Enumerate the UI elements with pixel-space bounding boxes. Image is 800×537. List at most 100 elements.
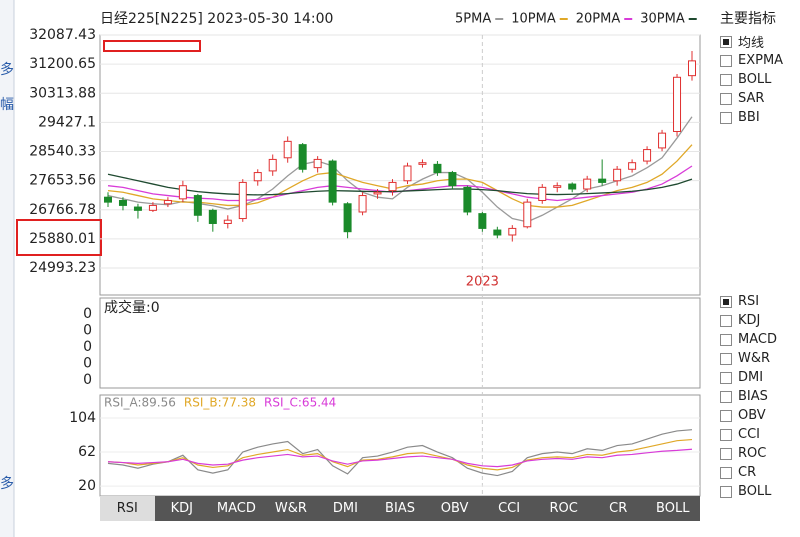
tab[interactable]: BIAS bbox=[385, 501, 415, 516]
checkbox-option[interactable]: BOLL bbox=[720, 482, 777, 501]
y-tick-label: 0 bbox=[83, 306, 92, 322]
checkbox[interactable] bbox=[720, 352, 732, 365]
option-label[interactable]: 均线 bbox=[738, 36, 765, 51]
option-label[interactable]: EXPMA bbox=[738, 53, 784, 68]
checkbox-option[interactable]: DMI bbox=[720, 368, 777, 387]
checkbox[interactable] bbox=[720, 409, 732, 422]
checkbox-option[interactable]: MACD bbox=[720, 330, 777, 349]
y-tick-label: 0 bbox=[83, 323, 92, 339]
checkbox[interactable] bbox=[720, 111, 732, 124]
option-label[interactable]: BOLL bbox=[738, 72, 772, 87]
sidebar bbox=[0, 0, 14, 537]
rsi-line bbox=[107, 429, 693, 477]
candle-body bbox=[358, 195, 367, 213]
checkbox-option[interactable]: ROC bbox=[720, 444, 777, 463]
candle-body bbox=[583, 178, 592, 190]
checkbox[interactable] bbox=[720, 447, 732, 460]
candle-body bbox=[418, 162, 427, 165]
tab[interactable]: MACD bbox=[216, 501, 256, 516]
option-label[interactable]: MACD bbox=[738, 332, 777, 347]
y-tick-label: 0 bbox=[83, 339, 92, 355]
candle-body bbox=[448, 172, 457, 187]
checkbox[interactable] bbox=[720, 54, 732, 67]
candle-body bbox=[283, 140, 292, 159]
checkbox[interactable] bbox=[720, 390, 732, 403]
option-label[interactable]: BIAS bbox=[738, 389, 768, 404]
tab[interactable]: CCI bbox=[498, 501, 521, 516]
option-label[interactable]: SAR bbox=[738, 91, 765, 106]
checkbox-option[interactable]: BOLL bbox=[720, 70, 783, 89]
y-tick-label: 28540.33 bbox=[29, 144, 96, 160]
option-label[interactable]: RSI bbox=[738, 294, 760, 309]
checkbox[interactable] bbox=[720, 485, 732, 498]
candle-body bbox=[208, 209, 217, 224]
checkbox-option[interactable]: 均线 bbox=[720, 32, 783, 51]
checkbox-option[interactable]: KDJ bbox=[720, 311, 777, 330]
option-label[interactable]: DMI bbox=[738, 370, 764, 385]
candle-body bbox=[223, 219, 232, 224]
y-tick-label: 31200.65 bbox=[29, 56, 96, 72]
y-tick-label: 0 bbox=[83, 372, 92, 388]
checkbox-option[interactable]: CCI bbox=[720, 425, 777, 444]
sidebar-item[interactable]: 幅 bbox=[0, 97, 14, 113]
candle-body bbox=[238, 181, 247, 220]
checkbox-option[interactable]: W&R bbox=[720, 349, 777, 368]
candle-body bbox=[463, 186, 472, 213]
candle-body bbox=[313, 158, 322, 169]
tab[interactable]: OBV bbox=[440, 501, 469, 516]
checkbox-option[interactable]: BBI bbox=[720, 108, 783, 127]
checkbox[interactable] bbox=[720, 92, 732, 105]
checkbox[interactable] bbox=[720, 314, 732, 327]
checkbox-option[interactable]: SAR bbox=[720, 89, 783, 108]
y-tick-label: 24993.23 bbox=[29, 260, 96, 276]
x-tick-label: 2023 bbox=[466, 275, 499, 290]
sidebar-item[interactable]: 多 bbox=[0, 61, 14, 78]
y-tick-label: 25880.01 bbox=[29, 231, 96, 247]
option-label[interactable]: KDJ bbox=[738, 313, 761, 328]
volume-title: 成交量:0 bbox=[104, 299, 160, 316]
tab[interactable]: BOLL bbox=[656, 501, 690, 516]
y-tick-label: 62 bbox=[78, 444, 96, 460]
option-label[interactable]: W&R bbox=[738, 351, 771, 366]
checkbox[interactable] bbox=[720, 428, 732, 441]
checkbox-option[interactable]: BIAS bbox=[720, 387, 777, 406]
checkbox[interactable] bbox=[720, 333, 732, 346]
candle-body bbox=[253, 172, 262, 182]
tab[interactable]: ROC bbox=[549, 501, 578, 516]
candle-body bbox=[673, 76, 682, 132]
checkbox-option[interactable]: CR bbox=[720, 463, 777, 482]
option-label[interactable]: BBI bbox=[738, 110, 760, 125]
option-label[interactable]: ROC bbox=[738, 446, 767, 461]
candle-body bbox=[118, 199, 127, 206]
tab[interactable]: RSI bbox=[100, 496, 155, 521]
candle-body bbox=[568, 183, 577, 190]
checkbox[interactable] bbox=[720, 73, 732, 86]
main-frame bbox=[99, 34, 701, 296]
tab[interactable]: CR bbox=[609, 501, 628, 516]
ma-line bbox=[107, 116, 693, 223]
checkbox-option[interactable]: OBV bbox=[720, 406, 777, 425]
candle-body bbox=[193, 195, 202, 216]
option-label[interactable]: OBV bbox=[738, 408, 766, 423]
checkbox[interactable] bbox=[720, 295, 732, 308]
checkbox[interactable] bbox=[720, 371, 732, 384]
tab[interactable]: W&R bbox=[274, 501, 307, 516]
candle-body bbox=[658, 132, 667, 149]
checkbox[interactable] bbox=[720, 466, 732, 479]
candle-body bbox=[403, 165, 412, 182]
candle-body bbox=[133, 206, 142, 211]
option-label[interactable]: CR bbox=[738, 465, 757, 480]
tab[interactable]: KDJ bbox=[170, 501, 193, 516]
title: 日经225[N225] 2023-05-30 14:00 bbox=[100, 11, 333, 27]
ma-line bbox=[107, 144, 693, 208]
candle-body bbox=[523, 201, 532, 228]
sidebar-item[interactable]: 多 bbox=[0, 475, 14, 492]
option-label[interactable]: BOLL bbox=[738, 484, 772, 499]
candle-body bbox=[373, 191, 382, 195]
checkbox-option[interactable]: RSI bbox=[720, 292, 777, 311]
checkbox[interactable] bbox=[720, 35, 732, 48]
tab[interactable]: DMI bbox=[332, 501, 358, 516]
y-tick-label: 29427.1 bbox=[38, 114, 96, 130]
option-label[interactable]: CCI bbox=[738, 427, 760, 442]
checkbox-option[interactable]: EXPMA bbox=[720, 51, 783, 70]
